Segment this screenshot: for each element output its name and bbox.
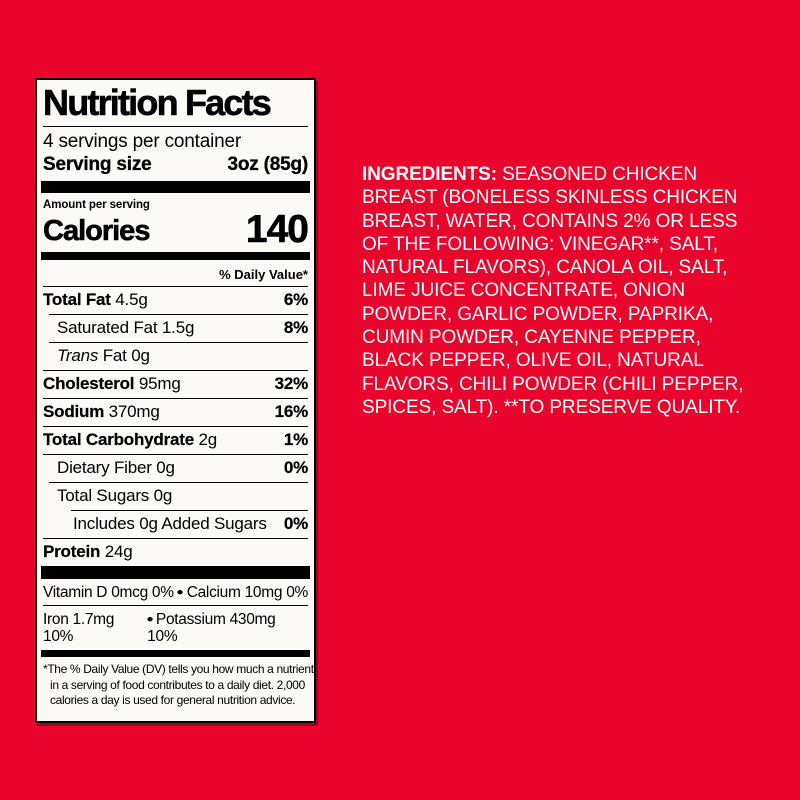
ingredients-line: LIME JUICE CONCENTRATE, ONION bbox=[362, 280, 685, 302]
bullet-separator: ● bbox=[176, 586, 184, 598]
nutrient-row-total-carbohydrate: Total Carbohydrate 2g 1% bbox=[43, 426, 308, 454]
calories-value: 140 bbox=[245, 208, 310, 251]
footnote-line: in a serving of food contributes to a da… bbox=[50, 677, 305, 692]
micronutrient-row-iron-potassium: Iron 1.7mg 10% ● Potassium 430mg 10% bbox=[43, 605, 308, 649]
micronutrient-right: Calcium 10mg 0% bbox=[186, 583, 309, 601]
nutrient-row-added-sugars: Includes 0g Added Sugars 0% bbox=[43, 510, 308, 538]
ingredients-line: CUMIN POWDER, CAYENNE PEPPER, bbox=[362, 327, 701, 349]
nutrient-daily-value: 1% bbox=[283, 430, 309, 449]
ingredients-line: OF THE FOLLOWING: VINEGAR**, SALT, bbox=[362, 233, 718, 255]
calories-label: Calories bbox=[43, 215, 151, 248]
nutrient-row-total-fat: Total Fat 4.5g 6% bbox=[43, 286, 308, 314]
micronutrient-left: Vitamin D 0mcg 0% ● bbox=[43, 583, 184, 601]
daily-value-header: % Daily Value* bbox=[219, 267, 308, 282]
nutrition-facts-label: Nutrition Facts 4 servings per container… bbox=[35, 78, 316, 723]
nutrient-daily-value: 16% bbox=[274, 402, 308, 421]
nutrient-name: Dietary Fiber 0g bbox=[57, 458, 175, 477]
medium-divider-bar bbox=[41, 650, 310, 657]
amount-per-serving-label: Amount per serving bbox=[43, 199, 150, 211]
ingredients-line: POWDER, GARLIC POWDER, PAPRIKA, bbox=[362, 303, 714, 325]
serving-size-value: 3oz (85g) bbox=[227, 154, 308, 175]
serving-size-label: Serving size bbox=[43, 154, 152, 175]
ingredients-line: FLAVORS, CHILI POWDER (CHILI PEPPER, bbox=[362, 373, 744, 395]
micronutrient-row-vitamin-d-calcium: Vitamin D 0mcg 0% ● Calcium 10mg 0% bbox=[43, 579, 308, 605]
nutrient-name: Total Sugars 0g bbox=[57, 486, 173, 505]
thick-divider-bar bbox=[41, 181, 310, 193]
nutrient-name: Cholesterol 95mg bbox=[43, 374, 181, 393]
nutrient-row-protein: Protein 24g bbox=[43, 538, 308, 566]
footnote-line: *The % Daily Value (DV) tells you how mu… bbox=[43, 662, 314, 676]
nutrient-row-total-sugars: Total Sugars 0g bbox=[43, 482, 308, 510]
ingredients-line: BREAST, WATER, CONTAINS 2% OR LESS bbox=[362, 210, 738, 232]
medium-divider-bar bbox=[41, 252, 310, 260]
ingredients-line: SPICES, SALT). **TO PRESERVE QUALITY. bbox=[362, 396, 741, 418]
ingredients-heading: INGREDIENTS: bbox=[362, 164, 497, 185]
nutrient-name: Total Carbohydrate 2g bbox=[43, 430, 218, 449]
nutrient-daily-value: 6% bbox=[283, 290, 309, 309]
nutrient-row-saturated-fat: Saturated Fat 1.5g 8% bbox=[43, 314, 308, 342]
ingredients-line: INGREDIENTS: SEASONED CHICKEN bbox=[362, 164, 697, 185]
daily-value-footnote: *The % Daily Value (DV) tells you how mu… bbox=[43, 657, 314, 709]
ingredients-statement: INGREDIENTS: SEASONED CHICKEN BREAST (BO… bbox=[362, 163, 744, 419]
nutrient-daily-value: 8% bbox=[283, 318, 309, 337]
ingredients-line: NATURAL FLAVORS), CANOLA OIL, SALT, bbox=[362, 257, 728, 279]
micronutrient-left: Iron 1.7mg 10% bbox=[43, 610, 115, 645]
calories-row: Calories 140 bbox=[43, 208, 310, 251]
nutrient-row-dietary-fiber: Dietary Fiber 0g 0% bbox=[43, 454, 308, 482]
nutrient-row-cholesterol: Cholesterol 95mg 32% bbox=[43, 370, 308, 398]
ingredients-line: BLACK PEPPER, OLIVE OIL, NATURAL bbox=[362, 350, 704, 372]
nutrient-name: Includes 0g Added Sugars bbox=[73, 514, 267, 533]
nutrient-name: Trans Fat 0g bbox=[57, 346, 150, 365]
thick-divider-bar bbox=[41, 566, 310, 579]
nutrition-facts-title: Nutrition Facts bbox=[43, 82, 308, 127]
nutrient-name: Saturated Fat 1.5g bbox=[57, 318, 195, 337]
bullet-separator: ● bbox=[146, 613, 154, 625]
footnote-line: calories a day is used for general nutri… bbox=[50, 693, 296, 707]
nutrient-daily-value: 0% bbox=[283, 458, 309, 477]
nutrient-name: Total Fat 4.5g bbox=[43, 290, 148, 309]
nutrient-row-trans-fat: Trans Fat 0g bbox=[43, 342, 308, 370]
serving-size-row: Serving size 3oz (85g) bbox=[43, 153, 308, 176]
micronutrient-right: ● Potassium 430mg 10% bbox=[146, 610, 276, 645]
nutrient-daily-value: 0% bbox=[283, 514, 309, 533]
nutrient-row-sodium: Sodium 370mg 16% bbox=[43, 398, 308, 426]
nutrient-daily-value: 32% bbox=[274, 374, 308, 393]
nutrient-name: Protein 24g bbox=[43, 542, 133, 561]
ingredients-line: BREAST (BONELESS SKINLESS CHICKEN bbox=[362, 187, 738, 209]
servings-per-container: 4 servings per container bbox=[43, 131, 241, 152]
nutrient-name: Sodium 370mg bbox=[43, 402, 160, 421]
